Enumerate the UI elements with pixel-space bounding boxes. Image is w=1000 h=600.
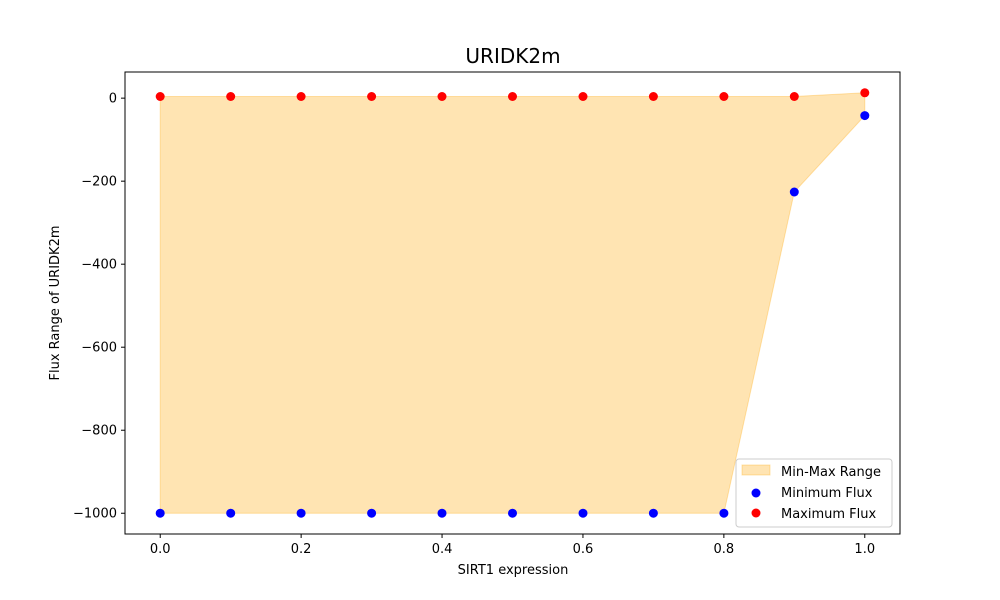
x-tick-label: 1.0	[854, 542, 875, 557]
max-flux-point	[226, 92, 236, 101]
x-axis-ticks: 0.0 0.2 0.4 0.6 0.8 1.0	[150, 534, 875, 557]
min-flux-point	[155, 508, 165, 518]
min-flux-point	[437, 508, 447, 518]
min-flux-point	[296, 508, 306, 518]
max-flux-point	[367, 92, 377, 101]
min-flux-point	[578, 508, 588, 518]
chart-title: URIDK2m	[465, 44, 560, 68]
x-tick-label: 0.2	[291, 542, 312, 557]
plot-frame	[124, 71, 901, 535]
legend-label-range: Min-Max Range	[781, 465, 881, 480]
legend-fill-swatch	[741, 464, 771, 476]
min-flux-point	[648, 508, 658, 518]
plot-points-layer	[155, 88, 870, 518]
y-tick-label: −1000	[73, 507, 117, 522]
legend-label-max: Maximum Flux	[781, 507, 877, 522]
legend: Min-Max Range Minimum Flux Maximum Flux	[735, 458, 893, 528]
max-flux-point	[648, 92, 658, 101]
max-flux-point	[578, 92, 588, 101]
max-flux-point	[296, 92, 306, 101]
min-flux-point	[789, 187, 799, 197]
y-tick-label: 0	[109, 92, 117, 107]
max-flux-point	[860, 88, 870, 98]
y-tick-label: −200	[81, 175, 117, 190]
x-tick-label: 0.0	[150, 542, 171, 557]
max-flux-point	[719, 92, 729, 101]
y-tick-label: −600	[81, 341, 117, 356]
legend-frame	[735, 458, 893, 528]
min-max-range-area	[159, 92, 866, 514]
x-axis-label: SIRT1 expression	[458, 563, 569, 578]
plot-fill-layer	[159, 92, 866, 514]
legend-min-marker	[751, 488, 761, 498]
max-flux-point	[508, 92, 517, 101]
y-tick-label: −400	[81, 258, 117, 273]
legend-label-min: Minimum Flux	[781, 486, 873, 501]
x-tick-label: 0.6	[573, 542, 594, 557]
min-flux-point	[226, 508, 236, 518]
min-flux-point	[367, 508, 377, 518]
y-axis-ticks: 0 −200 −400 −600 −800 −1000	[73, 92, 125, 522]
x-tick-label: 0.8	[714, 542, 735, 557]
min-flux-point	[508, 508, 517, 518]
max-flux-point	[789, 92, 799, 101]
y-axis-label: Flux Range of URIDK2m	[48, 225, 63, 380]
min-flux-point	[719, 508, 729, 518]
max-flux-point	[155, 92, 165, 101]
legend-max-marker	[751, 508, 761, 518]
x-tick-label: 0.4	[432, 542, 453, 557]
min-flux-point	[860, 111, 870, 121]
max-flux-point	[437, 92, 447, 101]
y-tick-label: −800	[81, 424, 117, 439]
